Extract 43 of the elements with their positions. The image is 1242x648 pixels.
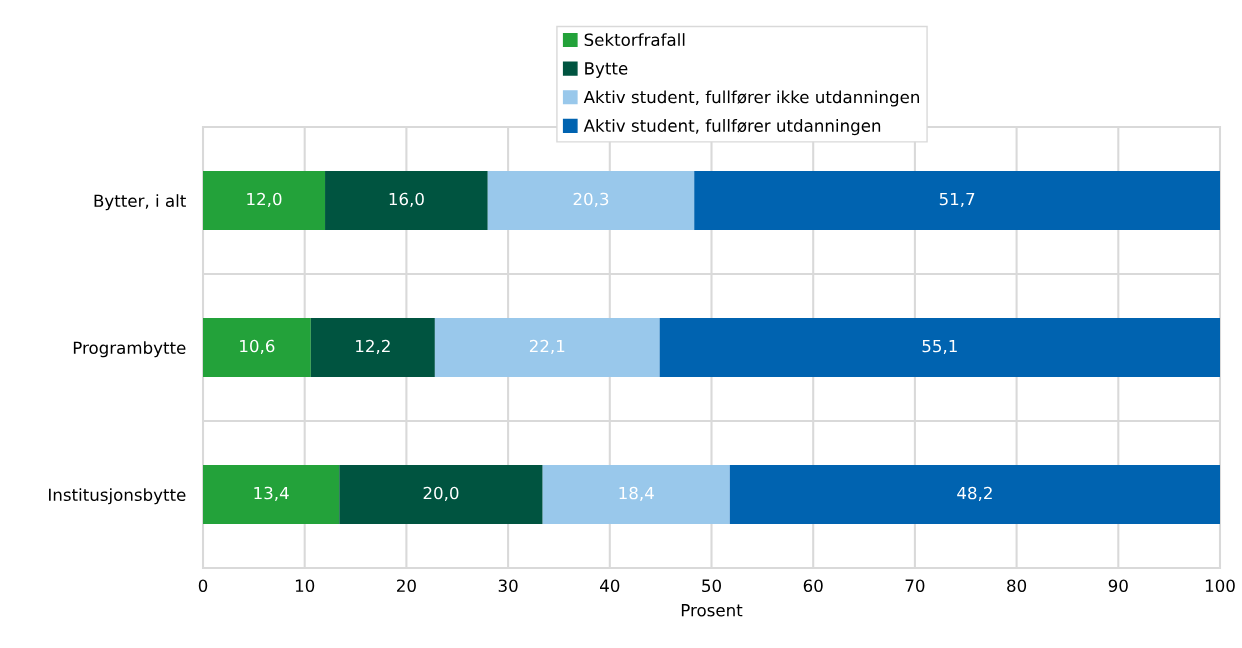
data-label: 18,4 <box>619 486 654 502</box>
x-tick-label: 0 <box>198 579 208 593</box>
bar <box>659 318 1220 377</box>
legend-label: Aktiv student, fullfører ikke utdanningen <box>583 90 919 107</box>
y-tick-label: Institusjonsbytte <box>49 488 186 505</box>
data-label: 10,6 <box>240 339 275 355</box>
data-label: 48,2 <box>957 486 992 502</box>
data-label: 12,2 <box>356 339 390 355</box>
x-tick-label: 70 <box>905 579 925 593</box>
data-label: 55,1 <box>922 339 957 355</box>
x-tick-label: 20 <box>397 579 416 593</box>
bar <box>434 318 660 377</box>
bar <box>339 465 543 524</box>
bar <box>487 171 695 230</box>
bar <box>203 318 311 377</box>
y-tick-label: Programbytte <box>73 341 186 358</box>
bar <box>203 465 340 524</box>
bar <box>203 171 326 230</box>
bar <box>694 171 1220 230</box>
legend-label: Bytte <box>585 62 628 78</box>
x-tick-label: 30 <box>498 579 518 593</box>
bar <box>325 171 488 230</box>
data-label: 22,1 <box>529 339 565 355</box>
data-label: 12,0 <box>247 192 282 208</box>
data-label: 20,3 <box>573 192 609 208</box>
bar <box>542 465 730 524</box>
x-axis-title: Prosent <box>681 604 743 617</box>
bar <box>310 318 435 377</box>
x-tick-label: 80 <box>1007 579 1027 593</box>
x-tick-label: 90 <box>1108 579 1128 593</box>
data-label: 16,0 <box>389 192 424 208</box>
x-tick-label: 40 <box>600 579 620 593</box>
x-tick-label: 60 <box>803 579 823 593</box>
bar <box>729 465 1220 524</box>
x-tick-label: 100 <box>1205 579 1235 593</box>
legend-label: Aktiv student, fullfører utdanningen <box>583 119 881 136</box>
x-tick-label: 50 <box>702 579 721 593</box>
x-tick-label: 10 <box>295 579 315 593</box>
data-label: 51,7 <box>939 192 975 208</box>
y-tick-label: Bytter, i alt <box>94 194 186 211</box>
data-label: 20,0 <box>423 486 459 502</box>
legend-label: Sektorfrafall <box>584 33 685 47</box>
data-label: 13,4 <box>254 486 289 502</box>
